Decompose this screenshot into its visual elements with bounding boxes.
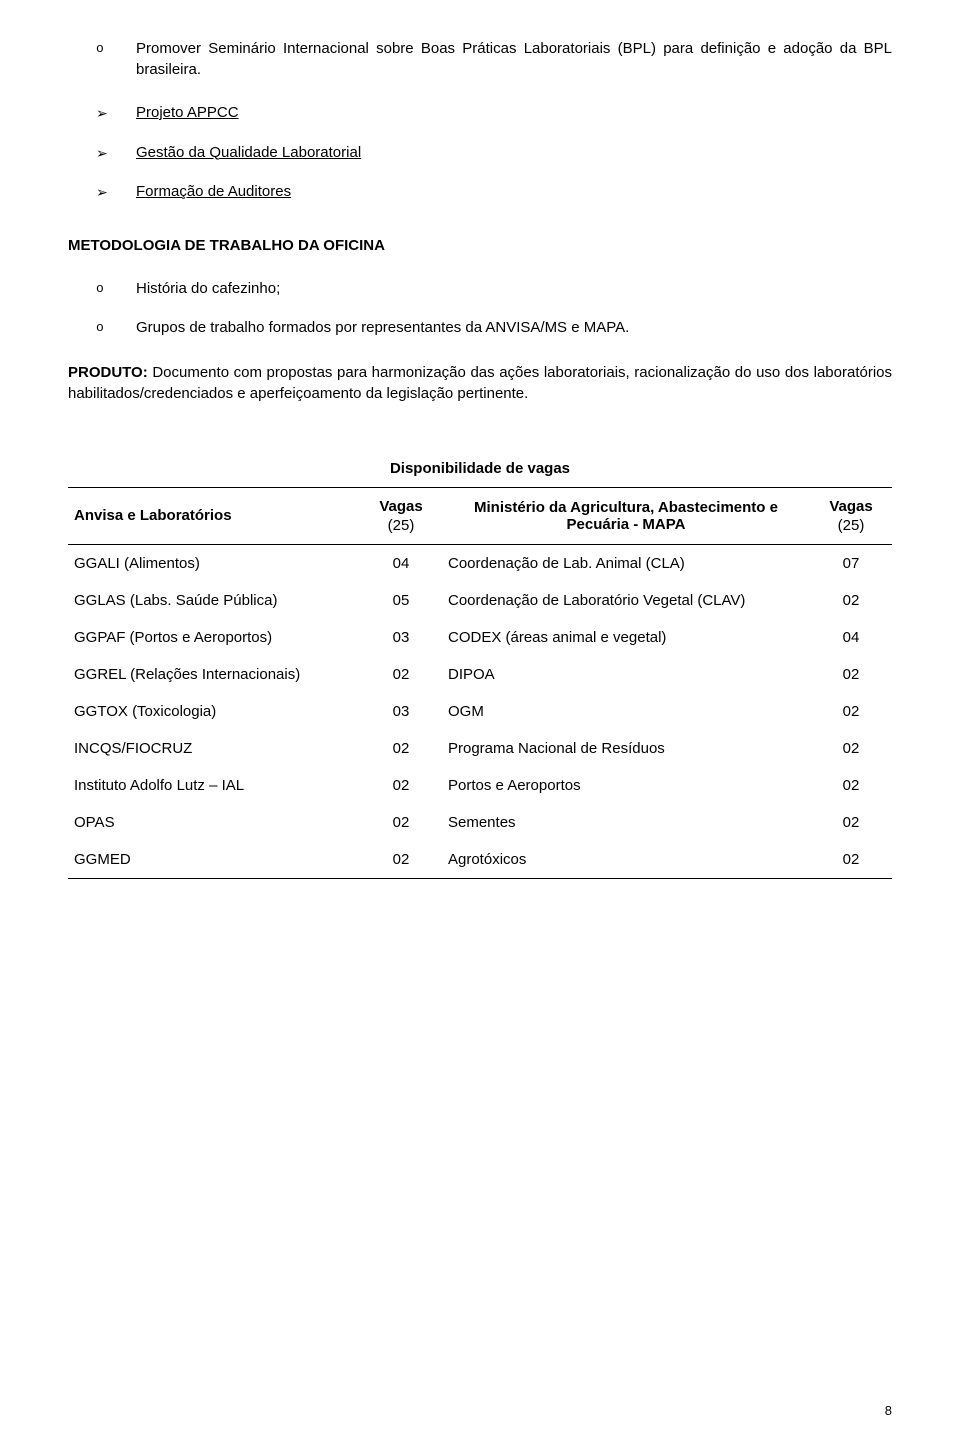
vagas-label: Vagas <box>379 498 422 515</box>
cell-ministerio: Coordenação de Laboratório Vegetal (CLAV… <box>442 582 810 619</box>
cell-vagas: 02 <box>810 804 892 841</box>
circle-bullet-icon: o <box>96 317 136 337</box>
table-row: GGALI (Alimentos) 04 Coordenação de Lab.… <box>68 544 892 582</box>
bullet-text: História do cafezinho; <box>136 278 892 299</box>
table-row: INCQS/FIOCRUZ 02 Programa Nacional de Re… <box>68 730 892 767</box>
table-row: OPAS 02 Sementes 02 <box>68 804 892 841</box>
produto-paragraph: PRODUTO: Documento com propostas para ha… <box>68 362 892 404</box>
table-title: Disponibilidade de vagas <box>68 460 892 477</box>
arrow-bullet-icon: ➢ <box>96 142 136 164</box>
cell-vagas: 02 <box>810 841 892 879</box>
col-header-vagas-1: Vagas (25) <box>360 487 442 544</box>
bullet-item: o História do cafezinho; <box>96 278 892 299</box>
cell-anvisa: GGALI (Alimentos) <box>68 544 360 582</box>
circle-bullet-icon: o <box>96 278 136 298</box>
bullet-text: Projeto APPCC <box>136 102 892 123</box>
cell-anvisa: Instituto Adolfo Lutz – IAL <box>68 767 360 804</box>
cell-anvisa: GGPAF (Portos e Aeroportos) <box>68 619 360 656</box>
table-row: GGMED 02 Agrotóxicos 02 <box>68 841 892 879</box>
cell-vagas: 02 <box>360 767 442 804</box>
cell-ministerio: Coordenação de Lab. Animal (CLA) <box>442 544 810 582</box>
vagas-table: Anvisa e Laboratórios Vagas (25) Ministé… <box>68 487 892 879</box>
cell-anvisa: GGMED <box>68 841 360 879</box>
table-row: GGPAF (Portos e Aeroportos) 03 CODEX (ár… <box>68 619 892 656</box>
bullet-text: Grupos de trabalho formados por represen… <box>136 317 892 338</box>
cell-ministerio: Programa Nacional de Resíduos <box>442 730 810 767</box>
cell-ministerio: OGM <box>442 693 810 730</box>
section-title: METODOLOGIA DE TRABALHO DA OFICINA <box>68 237 892 254</box>
col-header-ministerio: Ministério da Agricultura, Abastecimento… <box>442 487 810 544</box>
cell-vagas: 02 <box>360 804 442 841</box>
arrow-bullet-icon: ➢ <box>96 102 136 124</box>
arrow-bullet-icon: ➢ <box>96 181 136 203</box>
vagas-table-wrap: Disponibilidade de vagas Anvisa e Labora… <box>68 460 892 879</box>
table-row: GGTOX (Toxicologia) 03 OGM 02 <box>68 693 892 730</box>
cell-ministerio: DIPOA <box>442 656 810 693</box>
cell-ministerio: Sementes <box>442 804 810 841</box>
bullet-item: ➢ Formação de Auditores <box>96 181 892 203</box>
table-body: GGALI (Alimentos) 04 Coordenação de Lab.… <box>68 544 892 878</box>
cell-vagas: 04 <box>360 544 442 582</box>
cell-vagas: 03 <box>360 693 442 730</box>
col-header-vagas-2: Vagas (25) <box>810 487 892 544</box>
bullet-item: ➢ Projeto APPCC <box>96 102 892 124</box>
cell-vagas: 02 <box>360 730 442 767</box>
cell-anvisa: GGREL (Relações Internacionais) <box>68 656 360 693</box>
cell-ministerio: Portos e Aeroportos <box>442 767 810 804</box>
cell-ministerio: CODEX (áreas animal e vegetal) <box>442 619 810 656</box>
cell-anvisa: INCQS/FIOCRUZ <box>68 730 360 767</box>
cell-anvisa: OPAS <box>68 804 360 841</box>
cell-vagas: 02 <box>810 656 892 693</box>
cell-vagas: 02 <box>810 582 892 619</box>
bullet-item: o Promover Seminário Internacional sobre… <box>96 38 892 80</box>
vagas-sub: (25) <box>366 517 436 534</box>
produto-label: PRODUTO: <box>68 364 148 381</box>
bullet-text: Gestão da Qualidade Laboratorial <box>136 142 892 163</box>
bullet-item: ➢ Gestão da Qualidade Laboratorial <box>96 142 892 164</box>
bullet-text: Promover Seminário Internacional sobre B… <box>136 38 892 80</box>
page-number: 8 <box>885 1403 892 1418</box>
cell-vagas: 03 <box>360 619 442 656</box>
col-header-anvisa: Anvisa e Laboratórios <box>68 487 360 544</box>
circle-bullet-icon: o <box>96 38 136 58</box>
vagas-sub: (25) <box>816 517 886 534</box>
bullet-text: Formação de Auditores <box>136 181 892 202</box>
table-header-row: Anvisa e Laboratórios Vagas (25) Ministé… <box>68 487 892 544</box>
cell-vagas: 04 <box>810 619 892 656</box>
cell-vagas: 05 <box>360 582 442 619</box>
cell-vagas: 02 <box>810 767 892 804</box>
cell-ministerio: Agrotóxicos <box>442 841 810 879</box>
document-page: o Promover Seminário Internacional sobre… <box>0 0 960 1448</box>
cell-anvisa: GGLAS (Labs. Saúde Pública) <box>68 582 360 619</box>
cell-vagas: 07 <box>810 544 892 582</box>
cell-vagas: 02 <box>360 841 442 879</box>
cell-vagas: 02 <box>360 656 442 693</box>
table-row: GGLAS (Labs. Saúde Pública) 05 Coordenaç… <box>68 582 892 619</box>
produto-text: Documento com propostas para harmonizaçã… <box>68 364 892 402</box>
table-row: Instituto Adolfo Lutz – IAL 02 Portos e … <box>68 767 892 804</box>
bullet-item: o Grupos de trabalho formados por repres… <box>96 317 892 338</box>
cell-vagas: 02 <box>810 730 892 767</box>
cell-anvisa: GGTOX (Toxicologia) <box>68 693 360 730</box>
cell-vagas: 02 <box>810 693 892 730</box>
vagas-label: Vagas <box>829 498 872 515</box>
table-row: GGREL (Relações Internacionais) 02 DIPOA… <box>68 656 892 693</box>
